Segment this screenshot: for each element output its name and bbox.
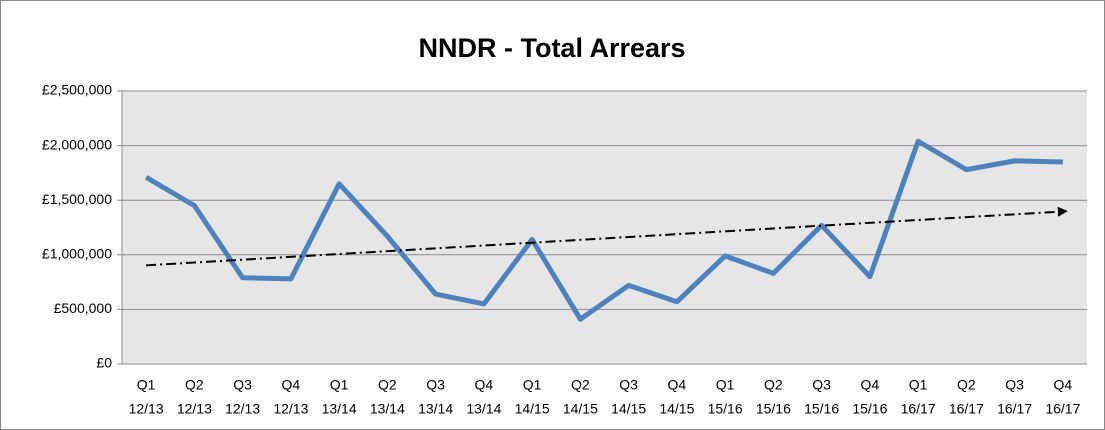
- x-tick-label: Q4: [282, 377, 301, 393]
- x-tick-label: Q1: [137, 377, 156, 393]
- x-tick-label: Q4: [861, 377, 880, 393]
- x-tick-label: Q1: [716, 377, 735, 393]
- x-tick-label: Q1: [523, 377, 542, 393]
- x-tick-label: Q1: [330, 377, 349, 393]
- x-tick-label: 14/15: [515, 401, 550, 417]
- x-tick-label: 12/13: [129, 401, 164, 417]
- chart-title: NNDR - Total Arrears: [418, 33, 685, 63]
- y-tick-label: £2,000,000: [42, 136, 112, 152]
- x-tick-label: 12/13: [225, 401, 260, 417]
- x-tick-label: 14/15: [659, 401, 694, 417]
- x-tick-label: Q1: [909, 377, 928, 393]
- y-tick-label: £1,000,000: [42, 246, 112, 262]
- plot-area: [122, 91, 1087, 364]
- x-tick-label: Q2: [957, 377, 976, 393]
- x-tick-label: 16/17: [997, 401, 1032, 417]
- x-tick-label: 16/17: [949, 401, 984, 417]
- data-line: [144, 138, 1063, 322]
- x-tick-label: Q3: [1005, 377, 1024, 393]
- x-tick-label: 14/15: [563, 401, 598, 417]
- x-tick-label: 14/15: [611, 401, 646, 417]
- x-tick-label: Q2: [378, 377, 397, 393]
- y-tick-label: £0: [96, 355, 112, 371]
- y-tick-label: £1,500,000: [42, 191, 112, 207]
- x-tick-label: 13/14: [370, 401, 405, 417]
- x-tick-label: Q4: [668, 377, 687, 393]
- trend-line: [146, 206, 1068, 267]
- x-tick-label: 15/16: [708, 401, 743, 417]
- x-tick-label: Q2: [571, 377, 590, 393]
- y-tick-label: £2,500,000: [42, 82, 112, 98]
- x-tick-label: 13/14: [418, 401, 453, 417]
- x-tick-label: 15/16: [852, 401, 887, 417]
- x-tick-label: 16/17: [901, 401, 936, 417]
- x-tick-label: 12/13: [177, 401, 212, 417]
- x-tick-label: 13/14: [322, 401, 357, 417]
- x-tick-label: Q3: [233, 377, 252, 393]
- y-tick-label: £500,000: [54, 300, 113, 316]
- x-tick-label: 15/16: [756, 401, 791, 417]
- x-tick-label: 13/14: [466, 401, 501, 417]
- x-tick-label: Q4: [475, 377, 494, 393]
- x-tick-label: 15/16: [804, 401, 839, 417]
- x-tick-label: Q3: [426, 377, 445, 393]
- x-tick-label: Q4: [1054, 377, 1073, 393]
- x-tick-label: Q3: [619, 377, 638, 393]
- x-tick-label: Q2: [185, 377, 204, 393]
- x-tick-label: Q2: [764, 377, 783, 393]
- x-tick-label: 16/17: [1045, 401, 1080, 417]
- x-tick-label: Q3: [812, 377, 831, 393]
- x-tick-label: 12/13: [273, 401, 308, 417]
